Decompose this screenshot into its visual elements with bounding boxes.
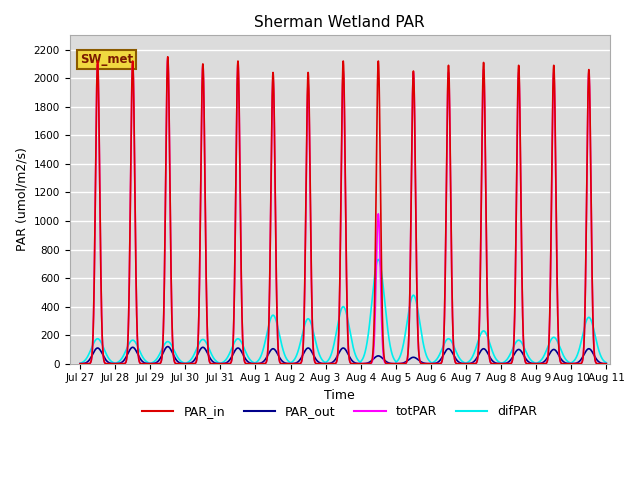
- totPAR: [602, 361, 610, 367]
- PAR_in: [171, 360, 179, 365]
- X-axis label: Time: Time: [324, 389, 355, 402]
- difPAR: [432, 358, 440, 363]
- PAR_out: [164, 344, 172, 349]
- PAR_in: [432, 361, 440, 367]
- Line: PAR_in: PAR_in: [80, 57, 606, 364]
- PAR_out: [171, 355, 179, 360]
- PAR_in: [76, 361, 84, 367]
- difPAR: [171, 349, 179, 355]
- difPAR: [147, 360, 154, 366]
- difPAR: [324, 359, 332, 364]
- Text: SW_met: SW_met: [81, 53, 134, 66]
- PAR_out: [602, 361, 610, 367]
- difPAR: [76, 360, 84, 366]
- PAR_out: [324, 361, 332, 367]
- PAR_out: [392, 361, 400, 367]
- totPAR: [602, 361, 610, 367]
- difPAR: [374, 257, 382, 263]
- PAR_out: [491, 360, 499, 366]
- PAR_in: [602, 361, 610, 367]
- Line: PAR_out: PAR_out: [80, 347, 606, 364]
- Line: totPAR: totPAR: [80, 58, 606, 364]
- PAR_out: [432, 360, 440, 366]
- difPAR: [491, 354, 499, 360]
- PAR_in: [324, 361, 332, 367]
- difPAR: [602, 360, 610, 365]
- PAR_out: [602, 361, 610, 367]
- totPAR: [432, 361, 440, 367]
- Line: difPAR: difPAR: [80, 260, 606, 363]
- Title: Sherman Wetland PAR: Sherman Wetland PAR: [254, 15, 425, 30]
- Legend: PAR_in, PAR_out, totPAR, difPAR: PAR_in, PAR_out, totPAR, difPAR: [137, 400, 542, 423]
- totPAR: [76, 361, 84, 367]
- totPAR: [357, 361, 365, 367]
- PAR_in: [491, 361, 499, 367]
- totPAR: [461, 361, 469, 367]
- PAR_in: [602, 361, 610, 367]
- PAR_in: [164, 54, 172, 60]
- PAR_in: [461, 361, 469, 367]
- Y-axis label: PAR (umol/m2/s): PAR (umol/m2/s): [15, 147, 28, 252]
- totPAR: [491, 361, 499, 367]
- PAR_out: [461, 361, 469, 367]
- totPAR: [324, 361, 332, 367]
- difPAR: [602, 360, 610, 366]
- totPAR: [171, 360, 179, 365]
- PAR_out: [76, 361, 84, 367]
- PAR_in: [252, 361, 259, 367]
- totPAR: [164, 55, 172, 61]
- difPAR: [461, 360, 469, 366]
